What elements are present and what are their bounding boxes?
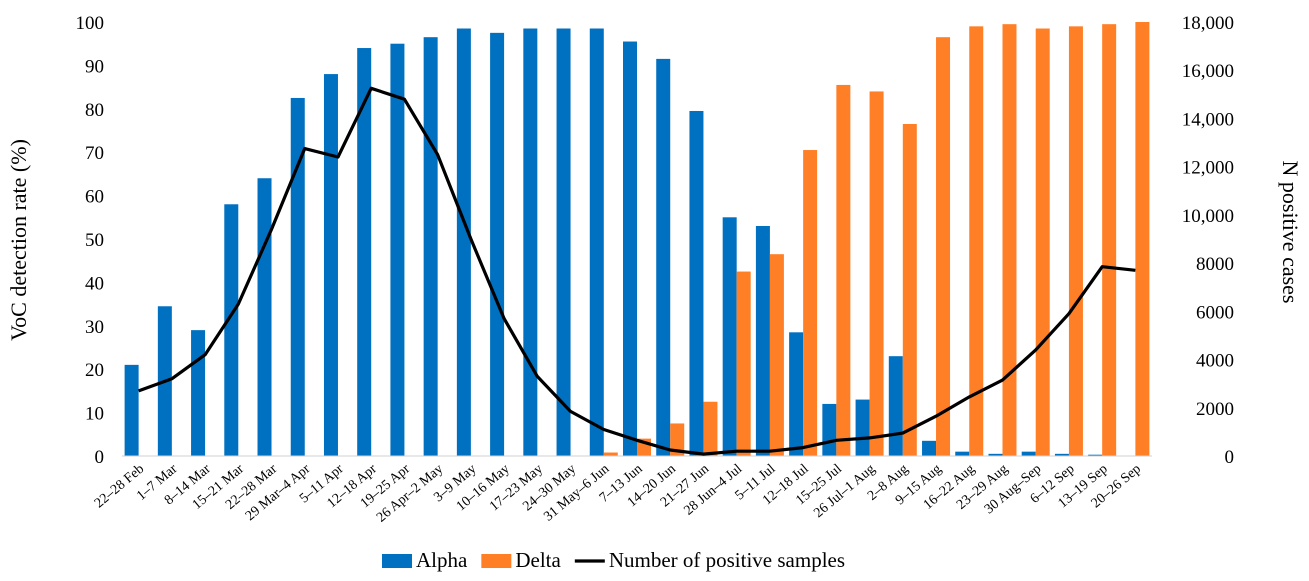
y-left-tick-labels: 0 10 20 30 40 50 60 70 80 90 100 bbox=[76, 13, 105, 468]
bar-alpha bbox=[191, 330, 206, 456]
y-left-axis-title: VoC detection rate (%) bbox=[6, 139, 31, 341]
y-left-tick-label: 30 bbox=[85, 317, 104, 338]
bar-alpha bbox=[656, 58, 671, 456]
bar-alpha bbox=[390, 43, 405, 456]
bars bbox=[122, 22, 1152, 457]
bar-alpha bbox=[955, 451, 970, 456]
bar-alpha bbox=[988, 453, 1003, 456]
legend-label: Alpha bbox=[416, 548, 468, 572]
bar-alpha bbox=[789, 332, 804, 456]
y-left-tick-label: 100 bbox=[76, 13, 105, 34]
y-right-tick-label: 8000 bbox=[1196, 254, 1234, 275]
legend-swatch-alpha bbox=[382, 554, 412, 568]
y-left-tick-label: 20 bbox=[85, 360, 104, 381]
bar-delta bbox=[670, 423, 685, 456]
bar-delta bbox=[869, 91, 884, 456]
y-left-tick-label: 40 bbox=[85, 273, 104, 294]
bar-alpha bbox=[755, 225, 770, 456]
bar-delta bbox=[936, 37, 951, 456]
y-right-tick-label: 2000 bbox=[1196, 399, 1234, 420]
bar-delta bbox=[1068, 26, 1083, 457]
bar-alpha bbox=[357, 48, 372, 456]
bar-alpha bbox=[822, 403, 837, 456]
y-left-tick-label: 50 bbox=[85, 230, 104, 251]
bar-alpha bbox=[423, 37, 438, 456]
y-left-tick-label: 80 bbox=[85, 100, 104, 121]
bar-alpha bbox=[523, 28, 538, 456]
legend-label: Delta bbox=[515, 548, 561, 572]
y-right-tick-labels: 0 2000 4000 6000 8000 10,000 12,000 14,000 16,00… bbox=[1182, 13, 1234, 468]
x-tick-label: 22–28 Feb bbox=[92, 462, 147, 512]
bar-alpha bbox=[290, 97, 305, 456]
bar-alpha bbox=[224, 204, 239, 456]
bar-alpha bbox=[257, 178, 272, 457]
bar-delta bbox=[836, 84, 851, 457]
bar-delta bbox=[969, 26, 984, 457]
y-right-tick-label: 0 bbox=[1225, 447, 1235, 468]
bar-alpha bbox=[1088, 454, 1103, 456]
y-right-tick-label: 18,000 bbox=[1182, 13, 1234, 34]
bar-alpha bbox=[124, 364, 139, 456]
y-left-tick-label: 10 bbox=[85, 404, 104, 425]
y-right-tick-label: 10,000 bbox=[1182, 206, 1234, 227]
y-right-tick-label: 6000 bbox=[1196, 302, 1234, 323]
bar-delta bbox=[902, 123, 917, 457]
bar-alpha bbox=[855, 399, 870, 456]
bar-alpha bbox=[1054, 453, 1069, 456]
legend-label: Number of positive samples bbox=[609, 548, 845, 572]
y-right-tick-label: 16,000 bbox=[1182, 61, 1234, 82]
bar-delta bbox=[736, 271, 751, 456]
y-right-axis-title: N positive cases bbox=[1278, 161, 1303, 304]
y-right-tick-label: 14,000 bbox=[1182, 109, 1234, 130]
y-left-tick-label: 0 bbox=[95, 447, 105, 468]
line-positive-samples bbox=[138, 86, 1136, 456]
bar-alpha bbox=[323, 74, 338, 456]
line-series bbox=[138, 86, 1136, 456]
bar-delta bbox=[1035, 28, 1050, 456]
y-left-tick-label: 60 bbox=[85, 187, 104, 208]
bar-alpha bbox=[623, 41, 637, 456]
legend-swatch-delta bbox=[481, 554, 512, 568]
bar-delta bbox=[603, 452, 618, 456]
bar-delta bbox=[1002, 24, 1017, 456]
legend: Alpha Delta Number of positive samples bbox=[382, 548, 845, 572]
bar-alpha bbox=[556, 28, 571, 456]
bar-alpha bbox=[722, 217, 737, 456]
bar-alpha bbox=[888, 356, 903, 456]
bar-alpha bbox=[490, 32, 505, 456]
y-left-tick-label: 90 bbox=[85, 56, 104, 77]
bar-alpha bbox=[456, 28, 471, 456]
bar-alpha bbox=[922, 440, 937, 456]
bar-delta bbox=[769, 254, 784, 456]
y-right-tick-label: 4000 bbox=[1196, 351, 1234, 372]
bar-alpha bbox=[1021, 451, 1036, 456]
bar-delta bbox=[703, 401, 718, 456]
y-right-tick-label: 12,000 bbox=[1182, 158, 1234, 179]
bar-delta bbox=[1102, 24, 1117, 456]
bar-delta bbox=[1135, 22, 1150, 456]
bar-delta bbox=[803, 150, 818, 456]
bar-alpha bbox=[689, 110, 704, 456]
bar-alpha bbox=[589, 28, 604, 456]
y-left-tick-label: 70 bbox=[85, 143, 104, 164]
